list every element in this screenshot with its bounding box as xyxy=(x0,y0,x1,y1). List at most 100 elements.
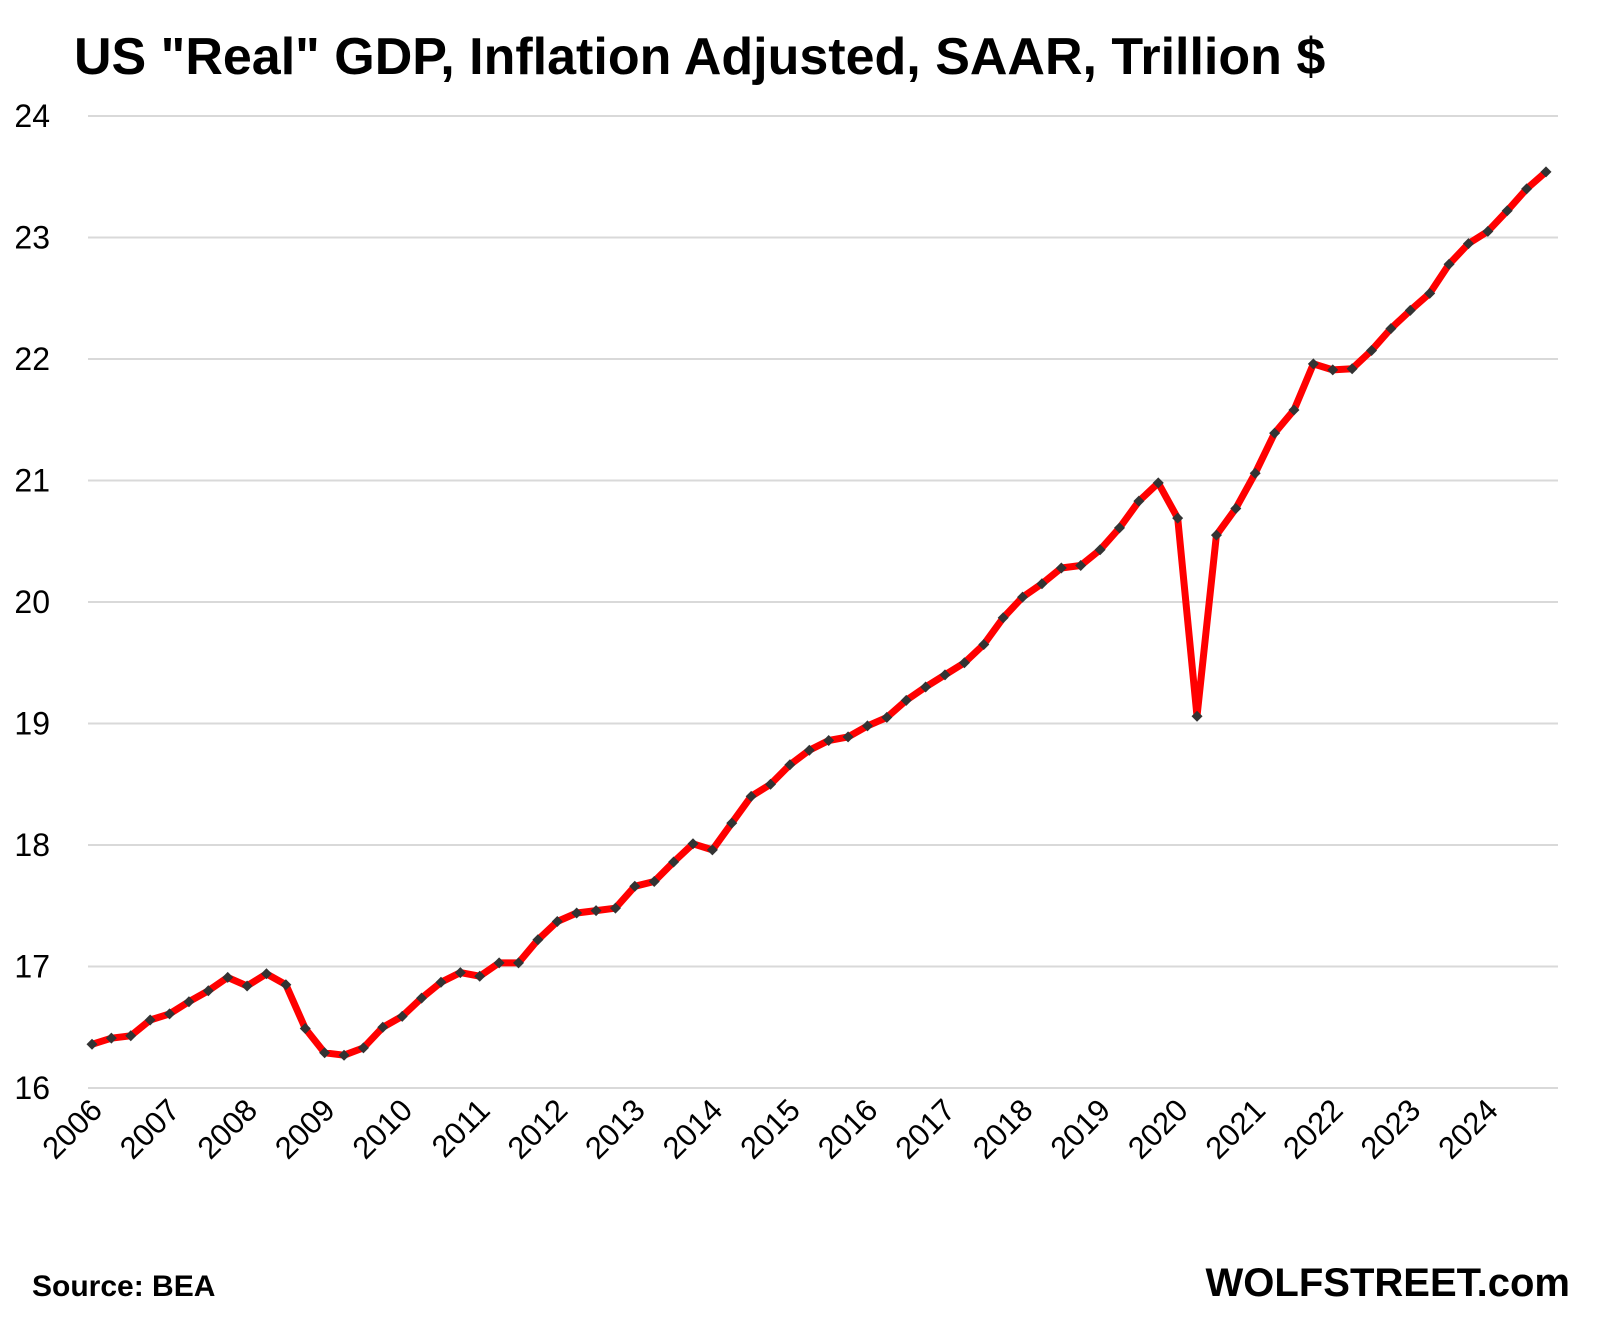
data-point-marker xyxy=(1017,591,1029,603)
data-point-marker xyxy=(1230,502,1242,514)
data-point-marker xyxy=(1346,363,1358,375)
data-point-marker xyxy=(551,916,563,928)
data-point-marker xyxy=(1288,404,1300,416)
data-point-marker xyxy=(1404,304,1416,316)
gridlines xyxy=(88,115,1558,1089)
data-point-marker xyxy=(648,875,660,887)
data-point-marker xyxy=(299,1022,311,1034)
data-point-marker xyxy=(803,744,815,756)
data-point-marker xyxy=(1307,358,1319,370)
data-point-marker xyxy=(609,902,621,914)
data-point-marker xyxy=(1152,477,1164,489)
data-point-marker xyxy=(784,759,796,771)
y-tick-label: 23 xyxy=(14,220,50,256)
data-point-marker xyxy=(958,657,970,669)
x-tick-label: 2010 xyxy=(346,1092,420,1166)
data-point-marker xyxy=(1482,225,1494,237)
data-point-marker xyxy=(590,905,602,917)
data-point-marker xyxy=(1327,364,1339,376)
data-point-markers xyxy=(86,166,1552,1061)
data-point-marker xyxy=(164,1008,176,1020)
data-point-marker xyxy=(687,838,699,850)
data-point-marker xyxy=(1443,258,1455,270)
x-tick-label: 2014 xyxy=(656,1092,730,1166)
data-point-marker xyxy=(920,681,932,693)
x-tick-label: 2021 xyxy=(1199,1092,1273,1166)
data-point-marker xyxy=(1210,529,1222,541)
data-point-marker xyxy=(900,694,912,706)
series-line-real-gdp xyxy=(88,168,1550,1059)
data-point-marker xyxy=(706,844,718,856)
data-point-marker xyxy=(1540,166,1552,178)
data-point-marker xyxy=(1269,427,1281,439)
data-point-marker xyxy=(474,970,486,982)
data-point-marker xyxy=(1055,562,1067,574)
x-tick-label: 2011 xyxy=(425,1092,497,1164)
y-tick-label: 22 xyxy=(14,341,50,377)
data-point-marker xyxy=(396,1010,408,1022)
data-point-marker xyxy=(183,996,195,1008)
data-point-marker xyxy=(978,639,990,651)
data-point-marker xyxy=(1501,205,1513,217)
data-point-marker xyxy=(454,967,466,979)
data-point-marker xyxy=(765,778,777,790)
y-tick-label: 18 xyxy=(14,827,50,863)
data-point-marker xyxy=(202,985,214,997)
x-tick-label: 2008 xyxy=(191,1092,265,1166)
data-point-marker xyxy=(745,790,757,802)
x-tick-label: 2016 xyxy=(811,1092,885,1166)
data-point-marker xyxy=(939,669,951,681)
data-point-marker xyxy=(532,934,544,946)
data-point-marker xyxy=(1424,287,1436,299)
x-tick-label: 2013 xyxy=(578,1092,652,1166)
data-point-marker xyxy=(377,1021,389,1033)
data-point-marker xyxy=(241,980,253,992)
data-point-marker xyxy=(1249,467,1261,479)
data-point-marker xyxy=(144,1014,156,1026)
y-tick-label: 24 xyxy=(14,98,50,134)
data-point-marker xyxy=(338,1049,350,1061)
data-point-marker xyxy=(997,612,1009,624)
data-point-marker xyxy=(1385,323,1397,335)
data-point-marker xyxy=(629,880,641,892)
x-axis-ticks: 2006 2007 2008 2009 2010 2011 2012 2013 2014 2015… xyxy=(35,1092,1504,1166)
y-tick-label: 16 xyxy=(14,1070,50,1106)
data-point-marker xyxy=(1191,710,1203,722)
data-point-marker xyxy=(571,907,583,919)
data-point-marker xyxy=(86,1038,98,1050)
chart-title: US "Real" GDP, Inflation Adjusted, SAAR,… xyxy=(74,28,1325,86)
x-tick-label: 2019 xyxy=(1044,1092,1118,1166)
data-point-marker xyxy=(1172,512,1184,524)
x-tick-label: 2015 xyxy=(733,1092,807,1166)
y-tick-label: 17 xyxy=(14,949,50,985)
data-point-marker xyxy=(823,735,835,747)
data-point-marker xyxy=(668,856,680,868)
x-tick-label: 2009 xyxy=(268,1092,342,1166)
data-point-marker xyxy=(1075,560,1087,572)
x-tick-label: 2017 xyxy=(888,1092,962,1166)
brand-watermark: WOLFSTREET.com xyxy=(1206,1261,1570,1305)
data-point-marker xyxy=(861,720,873,732)
x-tick-label: 2012 xyxy=(501,1092,575,1166)
data-point-marker xyxy=(1094,544,1106,556)
data-point-marker xyxy=(1113,522,1125,534)
data-point-marker xyxy=(319,1047,331,1059)
x-tick-label: 2022 xyxy=(1276,1092,1350,1166)
data-point-marker xyxy=(513,957,525,969)
data-point-marker xyxy=(1521,183,1533,195)
data-point-marker xyxy=(357,1042,369,1054)
data-point-marker xyxy=(416,992,428,1004)
x-tick-label: 2023 xyxy=(1354,1092,1428,1166)
x-tick-label: 2024 xyxy=(1431,1092,1505,1166)
data-point-marker xyxy=(842,731,854,743)
data-point-marker xyxy=(260,968,272,980)
source-note: Source: BEA xyxy=(32,1270,215,1303)
y-axis-ticks: 16 17 18 19 20 21 22 23 24 xyxy=(14,98,50,1106)
data-point-marker xyxy=(1462,238,1474,250)
y-tick-label: 20 xyxy=(14,584,50,620)
data-point-marker xyxy=(881,711,893,723)
data-point-marker xyxy=(1036,578,1048,590)
data-point-marker xyxy=(125,1030,137,1042)
y-tick-label: 21 xyxy=(14,463,50,499)
